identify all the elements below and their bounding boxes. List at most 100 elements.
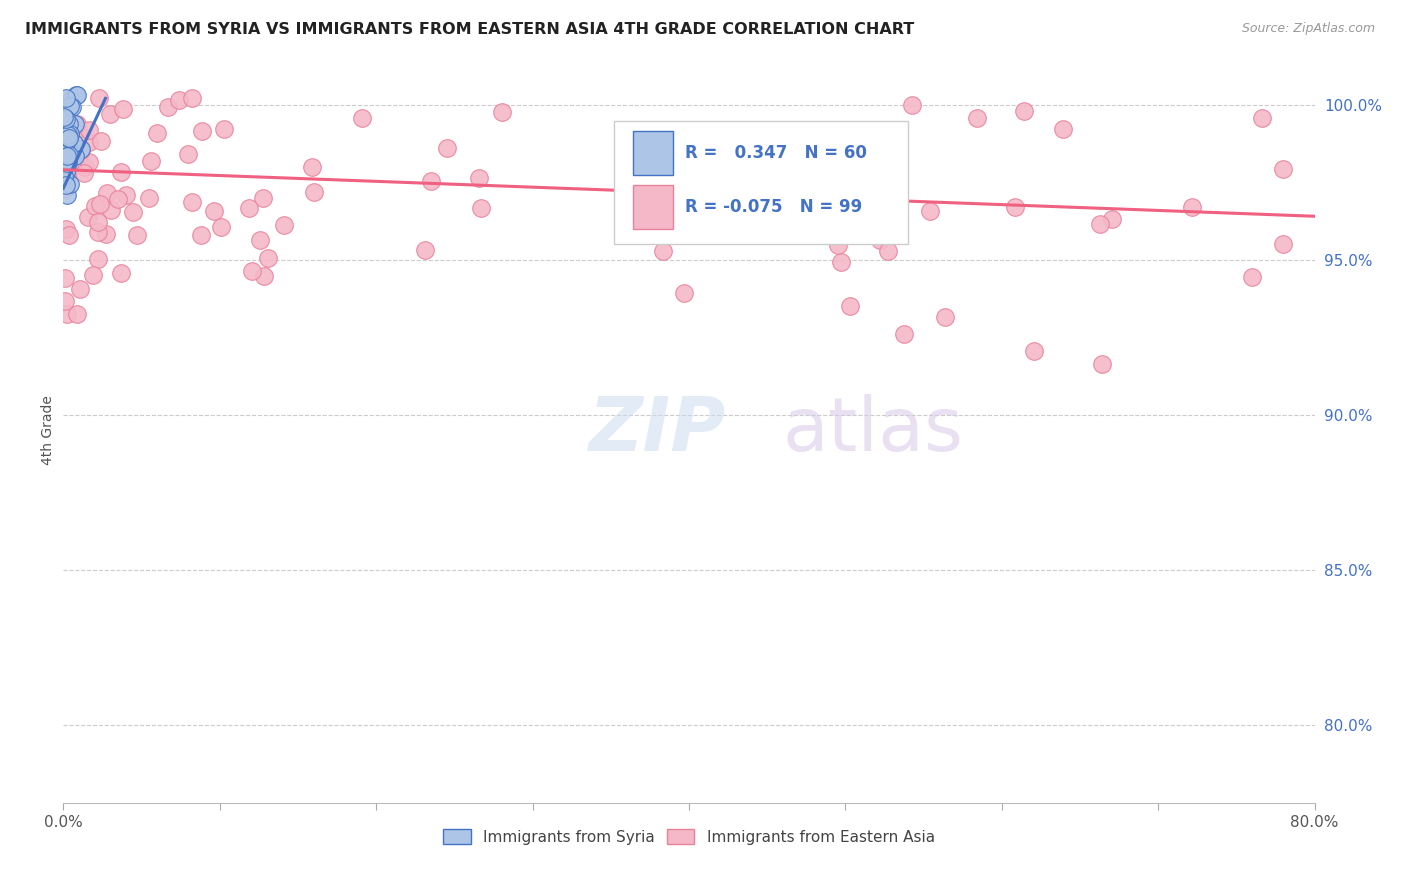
Point [139,153,162,168]
Point [181,91,204,105]
Point [1024,343,1046,358]
Point [167,93,190,107]
Point [70,143,93,157]
Point [90,134,112,148]
Point [877,244,900,258]
Point [82,268,104,283]
Point [52,122,75,136]
Text: IMMIGRANTS FROM SYRIA VS IMMIGRANTS FROM EASTERN ASIA 4TH GRADE CORRELATION CHAR: IMMIGRANTS FROM SYRIA VS IMMIGRANTS FROM… [25,22,914,37]
Point [52,147,75,161]
Point [672,285,695,300]
Text: R =   0.347   N = 60: R = 0.347 N = 60 [685,144,868,162]
Point [190,228,212,243]
Point [301,160,323,174]
Point [55,149,77,163]
Point [214,122,236,136]
Point [67,126,90,140]
Point [56,128,79,143]
Point [89,91,111,105]
Point [83,199,105,213]
Point [63,116,86,130]
Point [53,171,76,186]
Point [1012,104,1035,119]
Text: R = -0.075   N = 99: R = -0.075 N = 99 [685,197,862,216]
Point [58,228,80,243]
Point [87,252,110,266]
Point [1181,200,1204,214]
Y-axis label: 4th Grade: 4th Grade [41,395,55,466]
Point [55,144,77,158]
Point [98,107,121,121]
Point [69,282,91,296]
Point [55,221,77,235]
Point [1251,111,1274,125]
Point [89,197,111,211]
Point [52,170,75,185]
Point [55,150,77,164]
Point [249,234,271,248]
Point [59,99,82,113]
Point [55,145,77,159]
Point [53,271,76,285]
Point [58,140,80,154]
Point [55,178,77,193]
Point [58,154,80,169]
Point [122,205,145,219]
Point [59,93,82,107]
Point [191,124,214,138]
Point [302,186,325,200]
Point [53,131,76,145]
Point [52,110,75,124]
Point [125,228,148,243]
Point [58,130,80,145]
Point [1004,200,1026,214]
Point [252,191,274,205]
Point [55,156,77,170]
Point [77,211,100,225]
Point [900,98,922,112]
Point [415,243,437,257]
Point [628,178,651,193]
Point [60,91,83,105]
Point [77,135,100,149]
Point [1101,211,1123,226]
Legend: Immigrants from Syria, Immigrants from Eastern Asia: Immigrants from Syria, Immigrants from E… [437,823,941,851]
Point [63,143,86,157]
Point [1052,121,1074,136]
Point [59,128,82,143]
Point [59,127,82,141]
Text: atlas: atlas [783,394,963,467]
Point [53,138,76,153]
Point [1088,217,1111,231]
Point [53,113,76,128]
Point [177,146,200,161]
Point [55,112,77,126]
Point [63,136,86,150]
Point [55,123,77,137]
Point [209,220,232,235]
Point [52,147,75,161]
Point [55,187,77,202]
Point [66,117,89,131]
Point [181,195,204,210]
Point [202,203,225,218]
Point [56,138,79,153]
FancyBboxPatch shape [633,131,672,175]
Point [73,165,96,179]
Text: Source: ZipAtlas.com: Source: ZipAtlas.com [1241,22,1375,36]
Point [63,148,86,162]
Point [273,219,295,233]
Point [56,307,79,321]
Point [58,123,80,137]
Point [52,157,75,171]
Point [87,215,110,229]
Point [256,251,278,265]
Point [352,111,374,125]
Point [59,177,82,191]
Point [1272,161,1295,176]
Point [827,238,849,252]
Point [920,203,942,218]
Point [240,264,263,278]
Point [86,226,108,240]
Point [65,153,87,167]
